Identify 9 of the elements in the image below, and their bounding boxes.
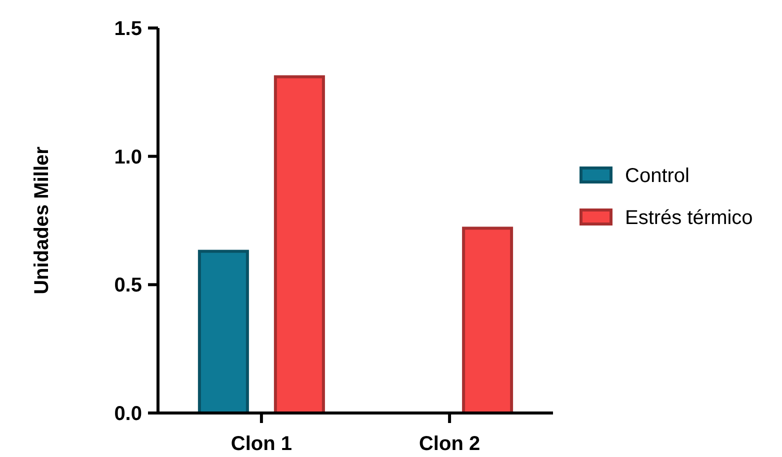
y-tick-label: 0.5 [114,274,142,297]
legend-label: Control [625,165,690,187]
y-tick-label: 1.5 [114,18,142,40]
y-tick-label: 1.0 [114,146,142,168]
x-tick-label: Clon 1 [230,433,292,455]
legend-label: Estrés térmico [625,207,753,229]
y-tick-label: 0.0 [114,403,142,425]
y-axis-title: Unidades Miller [31,146,53,294]
x-tick-label: Clon 2 [418,433,480,455]
